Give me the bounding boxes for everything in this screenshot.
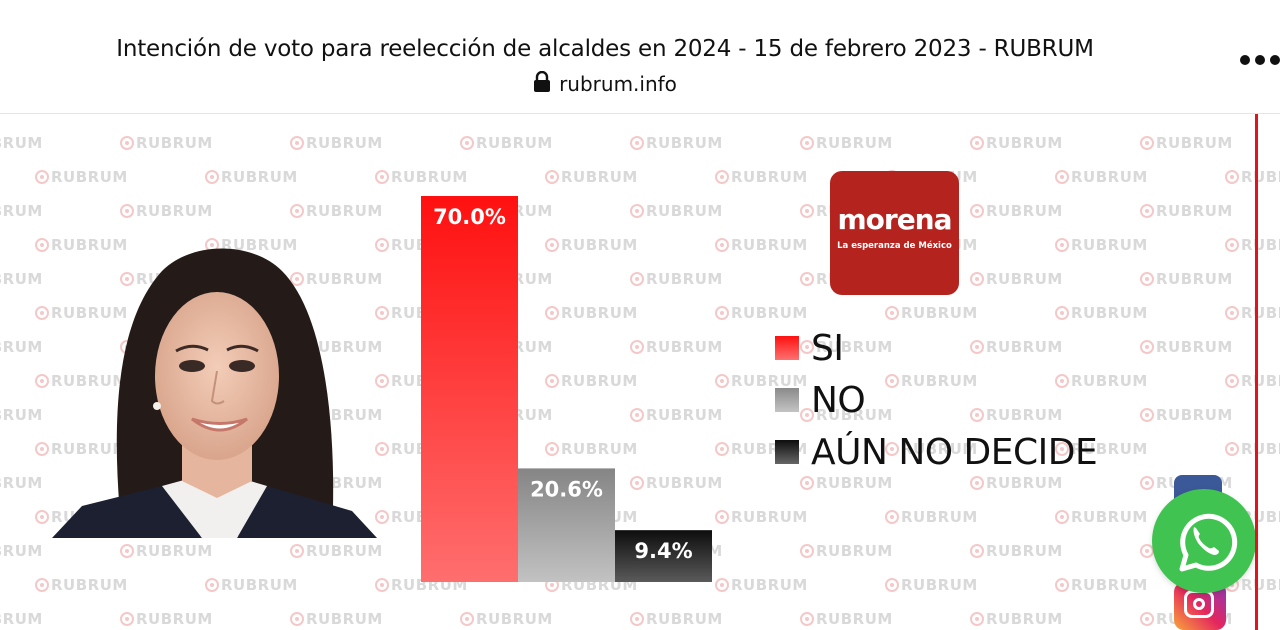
morena-logo: morena La esperanza de México <box>830 171 959 295</box>
bar-si-label: 70.0% <box>433 205 506 229</box>
legend-item-undecided: AÚN NO DECIDE <box>775 426 1098 478</box>
site-url-text: rubrum.info <box>559 72 677 96</box>
legend-label-si: SI <box>811 327 844 369</box>
bar-si <box>421 196 518 582</box>
legend-label-no: NO <box>811 379 866 421</box>
whatsapp-button[interactable] <box>1152 489 1256 593</box>
bar-no <box>518 468 615 582</box>
bar-undecided <box>615 530 712 582</box>
post-header: Intención de voto para reelección de alc… <box>0 0 1280 114</box>
bar-chart: 70.0% 20.6% 9.4% <box>421 196 712 582</box>
logo-tagline: La esperanza de México <box>837 241 952 251</box>
poll-graphic: RUBRUMRUBRUMRUBRUMRUBRUMRUBRUMRUBRUMRUBR… <box>0 114 1280 630</box>
legend-swatch-no <box>775 388 799 412</box>
logo-name: morena <box>837 203 952 236</box>
site-url[interactable]: rubrum.info <box>0 70 1210 98</box>
post-title: Intención de voto para reelección de alc… <box>116 36 1094 62</box>
chart-legend: SI NO AÚN NO DECIDE <box>775 322 1098 478</box>
more-dot <box>1255 55 1265 65</box>
bar-undecided-label: 9.4% <box>634 539 692 563</box>
candidate-photo <box>52 236 377 538</box>
legend-item-si: SI <box>775 322 1097 374</box>
legend-label-undecided: AÚN NO DECIDE <box>811 431 1098 473</box>
more-dot <box>1270 55 1280 65</box>
legend-item-no: NO <box>775 374 1097 426</box>
frame-border <box>1255 114 1258 630</box>
camera-glyph <box>1184 590 1214 618</box>
legend-swatch-si <box>775 336 799 360</box>
lock-icon <box>533 70 551 98</box>
more-dots-icon <box>1240 55 1250 65</box>
bar-no-label: 20.6% <box>530 477 603 501</box>
legend-swatch-undecided <box>775 440 799 464</box>
more-options-button[interactable] <box>1240 55 1280 65</box>
whatsapp-icon <box>1179 513 1238 572</box>
